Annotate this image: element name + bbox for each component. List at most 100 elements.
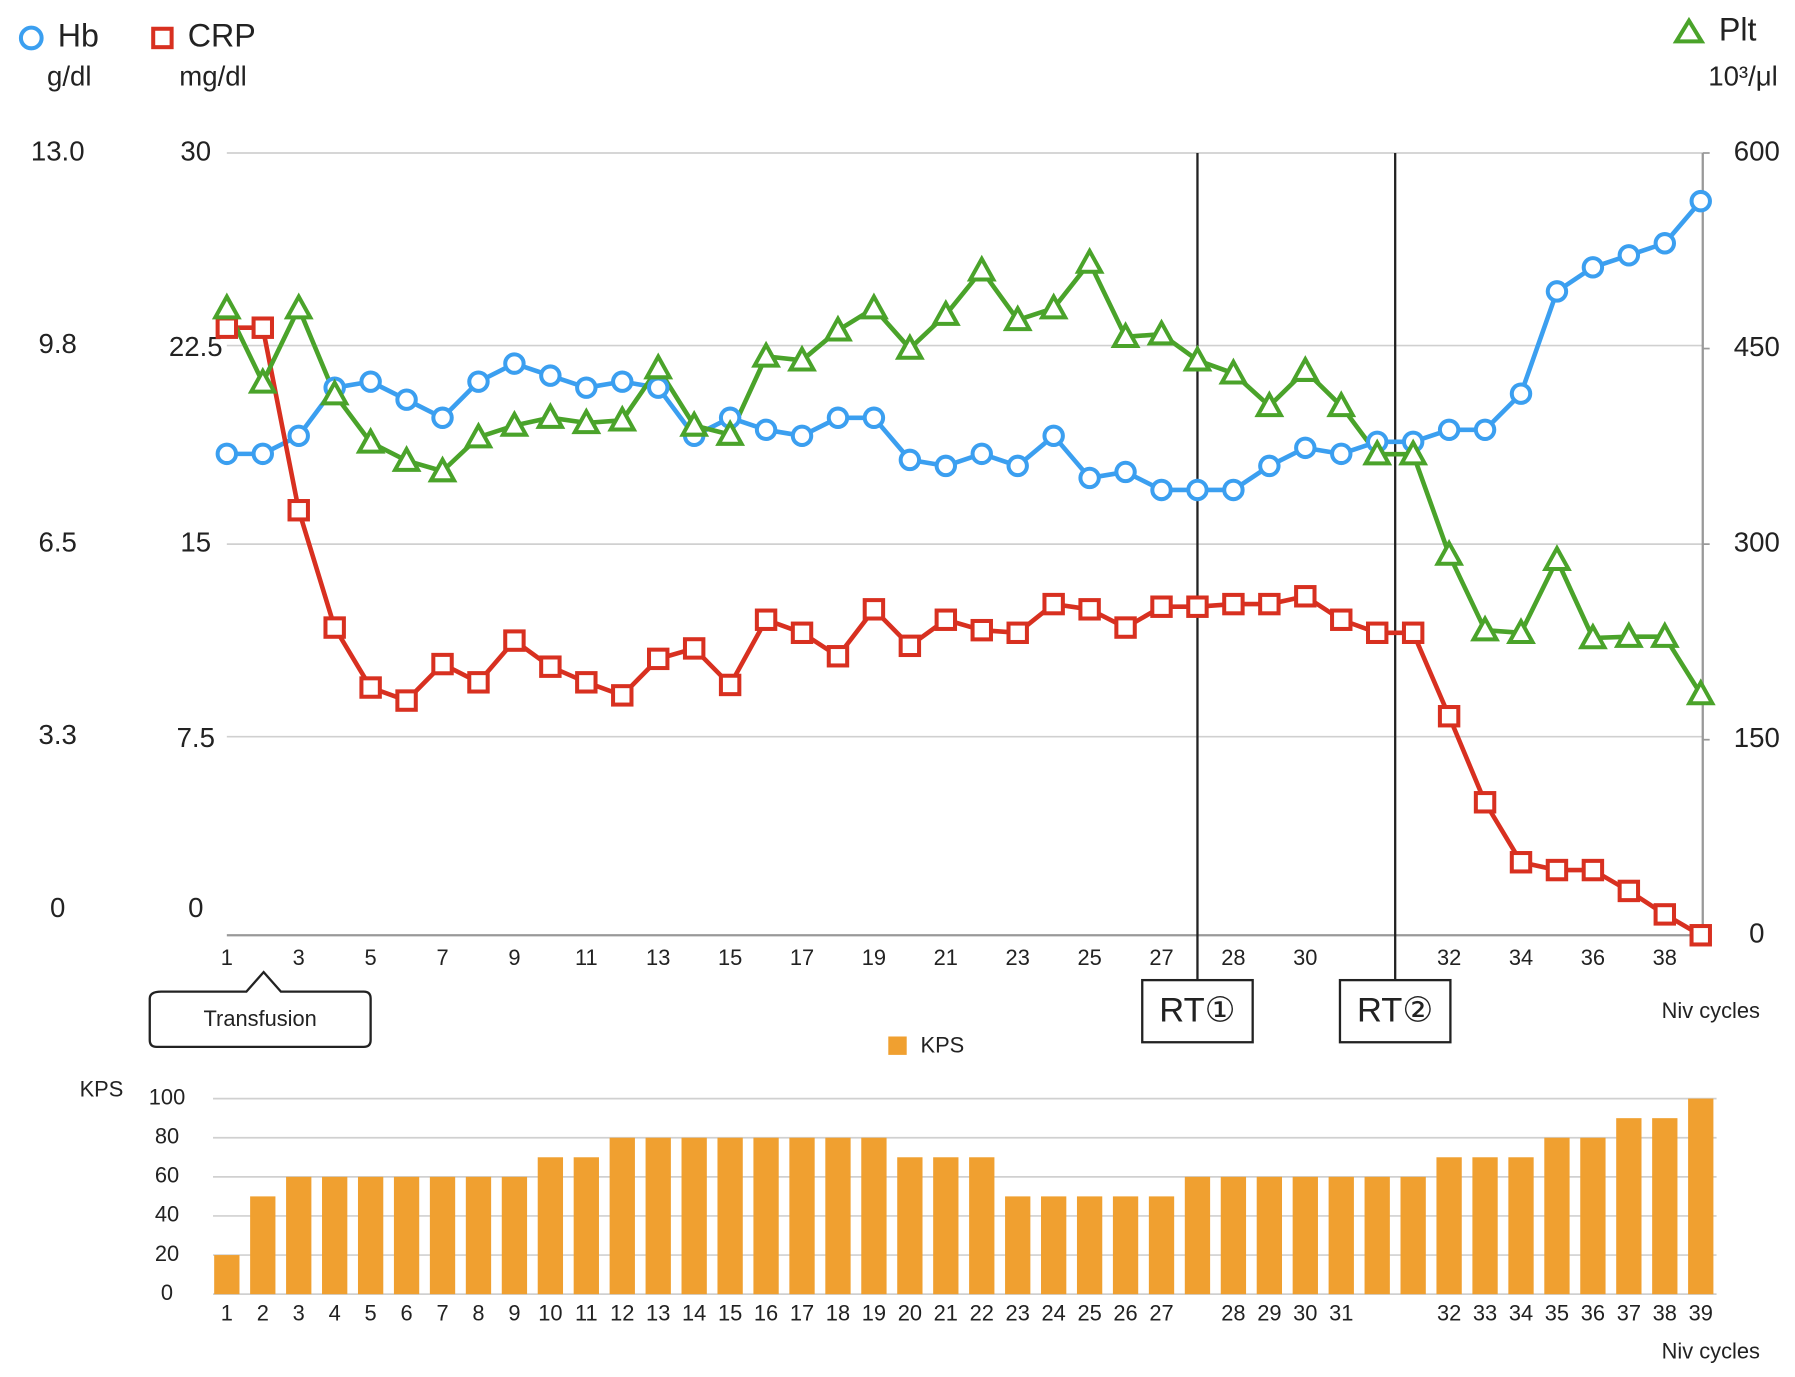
bar — [645, 1137, 671, 1295]
point — [754, 418, 778, 442]
y-tick-label: 13.0 — [31, 135, 85, 166]
point — [611, 684, 634, 707]
point — [823, 314, 853, 342]
x-tick-label: 23 — [1006, 945, 1030, 970]
bar — [286, 1176, 312, 1295]
point — [1254, 390, 1285, 418]
point — [898, 634, 922, 658]
bar — [1076, 1196, 1103, 1295]
axis-unit: g/dl — [47, 61, 91, 92]
point — [359, 370, 382, 393]
x-tick-label: 3 — [293, 1301, 305, 1326]
x-tick-label: 1 — [221, 945, 233, 970]
bar — [969, 1157, 995, 1295]
point — [251, 316, 274, 339]
bar — [1292, 1176, 1318, 1295]
rt-box — [1141, 978, 1254, 1044]
x-tick-label: 22 — [970, 1301, 994, 1326]
point — [1581, 256, 1605, 279]
x-tick-label: 19 — [862, 945, 886, 970]
point — [1362, 438, 1393, 466]
point — [1326, 390, 1357, 418]
x-tick-label: 11 — [575, 945, 598, 970]
point — [499, 409, 530, 437]
point — [1473, 418, 1497, 442]
point — [607, 404, 638, 432]
point — [930, 299, 961, 326]
bar — [681, 1137, 707, 1295]
x-tick-label: 4 — [329, 1301, 341, 1326]
bar — [214, 1255, 240, 1295]
legend-marker — [888, 1036, 907, 1055]
x-tick-label: 21 — [934, 1301, 958, 1326]
point — [1617, 244, 1641, 267]
x-axis-label: Niv cycles — [1662, 1339, 1760, 1364]
point — [1186, 478, 1209, 502]
bar — [789, 1137, 815, 1295]
x-tick-label: 13 — [646, 945, 670, 970]
point — [467, 370, 490, 393]
point — [1509, 851, 1533, 874]
point — [1114, 460, 1137, 484]
x-tick-label: 39 — [1689, 1301, 1713, 1326]
x-tick-label: 7 — [436, 945, 448, 970]
point — [287, 499, 310, 522]
x-tick-label: 2 — [257, 1301, 269, 1326]
axis-unit: mg/dl — [179, 61, 246, 92]
bar — [1112, 1196, 1139, 1295]
bar — [609, 1137, 635, 1295]
x-tick-label: 32 — [1437, 945, 1461, 970]
x-tick-label: 16 — [754, 1301, 778, 1326]
x-tick-label: 28 — [1221, 945, 1245, 970]
x-tick-label: 34 — [1509, 945, 1533, 970]
point — [1042, 424, 1065, 448]
point — [575, 376, 598, 399]
point — [647, 647, 670, 671]
x-tick-label: 28 — [1221, 1301, 1245, 1326]
point — [1401, 621, 1425, 644]
point — [355, 426, 386, 454]
x-tick-label: 33 — [1473, 1301, 1497, 1326]
bar — [861, 1137, 887, 1295]
point — [1577, 622, 1608, 650]
point — [1006, 454, 1029, 478]
bar — [1400, 1176, 1426, 1295]
point — [715, 418, 746, 446]
point — [1653, 903, 1677, 926]
y2-tick-label: 7.5 — [177, 722, 215, 753]
point — [1150, 595, 1173, 618]
bar — [1256, 1176, 1283, 1295]
point — [790, 621, 814, 644]
point — [1078, 598, 1101, 621]
y-axis-label: KPS — [80, 1076, 124, 1101]
bar — [1041, 1196, 1067, 1295]
x-axis-label: Niv cycles — [1662, 998, 1760, 1023]
point — [395, 388, 418, 411]
point — [1110, 321, 1141, 349]
point — [1186, 595, 1209, 618]
point — [283, 292, 314, 320]
bar — [429, 1176, 456, 1295]
point — [1506, 617, 1536, 645]
point — [319, 378, 350, 406]
point — [966, 254, 997, 282]
point — [1437, 418, 1461, 442]
y3-tick-label: 450 — [1734, 331, 1780, 362]
y-tick-label: 0 — [50, 892, 65, 923]
bar — [1184, 1176, 1211, 1295]
point — [1653, 232, 1677, 255]
x-tick-label: 21 — [934, 945, 958, 970]
x-tick-label: 23 — [1006, 1301, 1030, 1326]
point — [970, 618, 993, 642]
point — [647, 376, 670, 399]
point — [1470, 614, 1500, 642]
x-tick-label: 15 — [718, 1301, 742, 1326]
y-tick-label: 6.5 — [39, 526, 77, 557]
bar — [250, 1196, 276, 1295]
point — [535, 402, 566, 429]
point — [751, 340, 781, 368]
bar — [1472, 1157, 1498, 1295]
bar — [717, 1137, 743, 1295]
x-tick-label: 36 — [1581, 1301, 1605, 1326]
bar — [357, 1176, 384, 1295]
